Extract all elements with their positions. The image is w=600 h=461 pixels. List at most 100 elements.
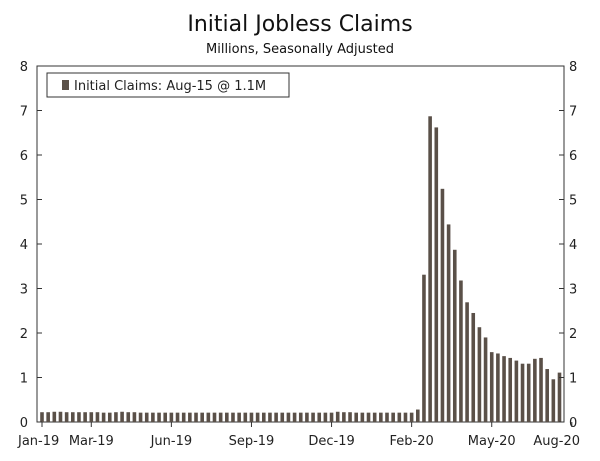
bar-60: [409, 412, 414, 422]
bar-43: [305, 412, 309, 422]
bar-36: [261, 412, 266, 422]
bar-27: [206, 412, 211, 422]
bar-44: [311, 412, 315, 422]
bar-71: [477, 327, 482, 422]
bar-24: [188, 412, 192, 422]
bar-55: [379, 412, 383, 422]
bar-76: [508, 357, 513, 422]
y-tick-label-left: 1: [20, 372, 28, 387]
y-tick-label-left: 6: [20, 149, 28, 164]
x-tick-label: Jun-19: [150, 434, 193, 449]
bar-73: [489, 352, 494, 422]
bar-79: [526, 363, 531, 422]
bar-33: [243, 412, 248, 422]
bar-74: [496, 353, 500, 422]
bar-78: [520, 363, 525, 422]
y-tick-label-left: 2: [20, 327, 28, 342]
legend-box: [46, 72, 290, 98]
y-tick-label-right: 1: [569, 372, 577, 387]
bar-64: [434, 127, 439, 422]
bar-58: [397, 412, 402, 422]
bar-52: [360, 412, 365, 422]
x-tick-label: Feb-20: [390, 434, 434, 449]
bar-23: [181, 412, 186, 422]
bar-63: [428, 116, 432, 422]
bar-51: [354, 412, 358, 422]
bar-84: [557, 372, 562, 422]
bar-11: [107, 412, 112, 422]
bar-39: [280, 412, 285, 422]
bar-70: [471, 312, 476, 422]
bar-12: [114, 412, 118, 422]
chart-title: Initial Jobless Claims: [187, 12, 413, 37]
bar-69: [465, 302, 469, 422]
bar-5: [71, 412, 75, 422]
bar-26: [200, 412, 204, 422]
y-tick-label-right: 0: [569, 416, 577, 431]
bar-75: [502, 356, 506, 422]
y-tick-label-right: 7: [569, 105, 577, 120]
bar-1: [46, 412, 50, 422]
legend-swatch: [62, 80, 69, 90]
y-tick-label-left: 0: [20, 416, 28, 431]
bar-40: [286, 412, 291, 422]
axis-ticks: 0 0 1 1 2 2 3 3 4 4 5 5 6 6 7 7 8 8 Jan-19 Mar-19 Jun-19 Sep-…: [17, 60, 580, 449]
y-tick-label-left: 8: [20, 60, 28, 75]
bar-61: [416, 409, 420, 422]
bar-28: [212, 412, 217, 422]
legend-label: Initial Claims: Aug-15 @ 1.1M: [74, 79, 266, 94]
bar-10: [101, 412, 106, 422]
x-tick-label: May-20: [468, 434, 516, 449]
bar-65: [440, 188, 445, 422]
bar-22: [175, 412, 180, 422]
bar-72: [483, 337, 488, 422]
bar-9: [95, 412, 100, 422]
bar-77: [514, 360, 519, 422]
bar-35: [255, 412, 260, 422]
x-tick-label: Dec-19: [308, 434, 354, 449]
bar-2: [52, 411, 57, 422]
bar-54: [372, 412, 377, 422]
x-tick-label: Aug-20: [533, 434, 580, 449]
y-tick-label-right: 5: [569, 194, 577, 209]
bar-3: [58, 411, 63, 422]
bar-6: [77, 412, 81, 422]
y-tick-label-right: 4: [569, 238, 577, 253]
bar-7: [83, 412, 87, 422]
x-tick-label: Jan-19: [17, 434, 59, 449]
bar-45: [317, 412, 322, 422]
chart-subtitle: Millions, Seasonally Adjusted: [206, 42, 394, 57]
bar-41: [292, 412, 297, 422]
bar-16: [138, 412, 143, 422]
bar-21: [169, 412, 174, 422]
bar-49: [342, 412, 346, 422]
bar-53: [366, 412, 371, 422]
y-tick-label-left: 4: [20, 238, 28, 253]
y-tick-label-right: 2: [569, 327, 577, 342]
bar-15: [132, 412, 137, 422]
bar-81: [539, 357, 543, 422]
bar-25: [194, 412, 198, 422]
bar-8: [89, 412, 94, 422]
bar-37: [268, 412, 272, 422]
y-tick-label-right: 6: [569, 149, 577, 164]
bar-80: [533, 358, 537, 422]
bar-83: [551, 379, 556, 422]
y-tick-label-right: 3: [569, 283, 577, 298]
bar-56: [385, 412, 389, 422]
y-tick-label-left: 3: [20, 283, 28, 298]
legend: Initial Claims: Aug-15 @ 1.1M: [46, 72, 290, 98]
bar-67: [452, 249, 457, 422]
bar-46: [323, 412, 328, 422]
y-tick-label-left: 7: [20, 105, 28, 120]
bar-29: [218, 412, 223, 422]
x-tick-label: Sep-19: [229, 434, 275, 449]
bar-66: [446, 224, 451, 422]
y-tick-label-left: 5: [20, 194, 28, 209]
bar-34: [249, 412, 254, 422]
bar-30: [225, 412, 229, 422]
bar-19: [157, 412, 161, 422]
bar-59: [403, 412, 408, 422]
y-tick-label-right: 8: [569, 60, 577, 75]
bar-14: [126, 412, 131, 422]
